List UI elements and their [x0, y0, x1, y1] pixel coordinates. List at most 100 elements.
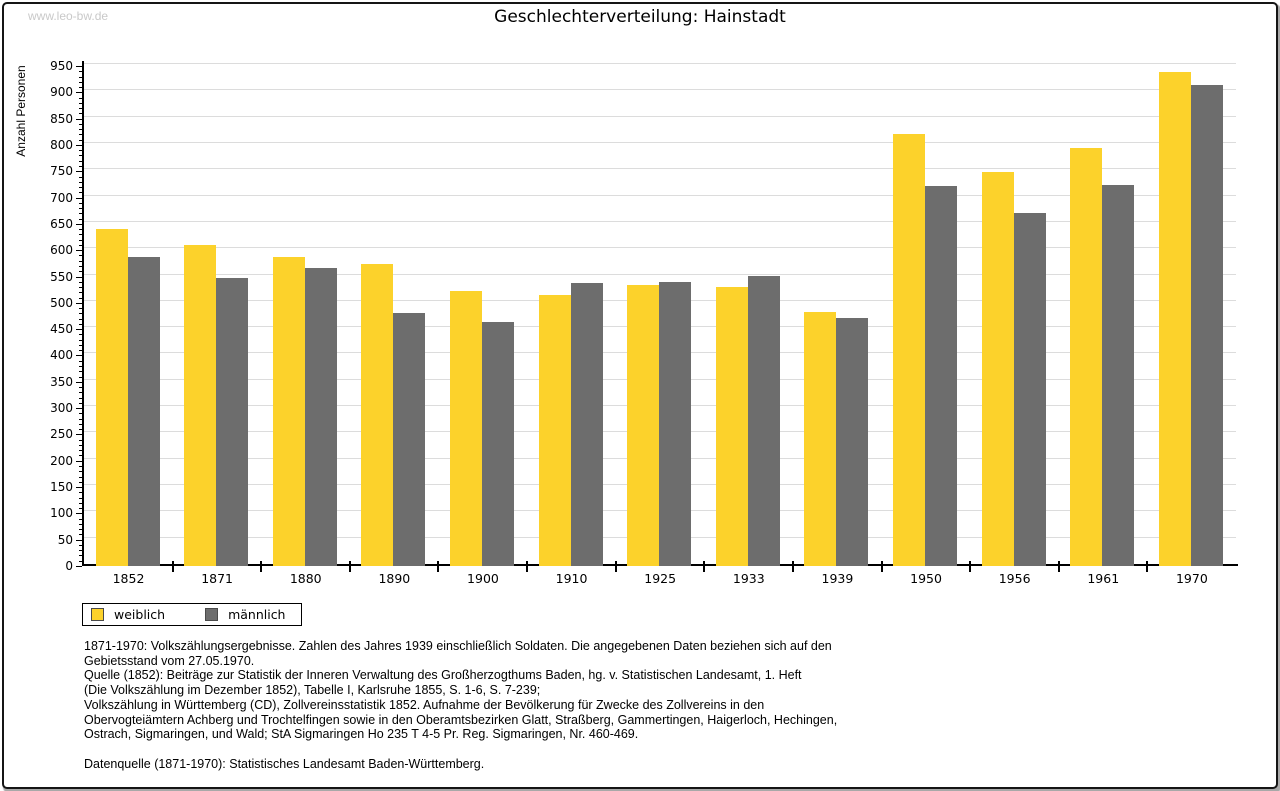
y-axis-line — [82, 61, 84, 566]
y-tick-minor — [79, 244, 82, 246]
y-tick-major — [76, 566, 82, 567]
x-boundary-tick — [880, 561, 883, 572]
y-tick-major — [76, 381, 82, 383]
y-tick-minor — [79, 81, 82, 83]
x-boundary-tick — [437, 561, 440, 572]
footnote-line: Ostrach, Sigmaringen, und Wald; StA Sigm… — [84, 727, 639, 742]
y-tick-minor — [79, 213, 82, 215]
y-tick-label: 850 — [50, 111, 73, 126]
gridline — [84, 273, 1236, 275]
y-tick-minor — [79, 481, 82, 483]
bar-männlich-1871 — [216, 277, 249, 566]
bar-männlich-1880 — [304, 268, 337, 566]
legend-item-weiblich: weiblich — [91, 607, 165, 622]
bar-männlich-1910 — [570, 283, 603, 566]
gridline — [84, 115, 1236, 117]
gridline — [84, 63, 1236, 64]
x-category-label: 1925 — [644, 571, 677, 586]
legend-label-weiblich: weiblich — [114, 607, 166, 622]
bar-männlich-1933 — [747, 276, 780, 566]
y-tick-minor — [79, 155, 82, 157]
y-tick-minor — [79, 97, 82, 99]
y-tick-minor — [79, 187, 82, 189]
y-tick-major — [76, 66, 82, 67]
x-category-label: 1871 — [201, 571, 234, 586]
y-tick-minor — [79, 455, 82, 457]
y-tick-minor — [79, 208, 82, 210]
y-tick-label: 900 — [50, 85, 73, 100]
y-tick-label: 300 — [50, 401, 73, 416]
bar-weiblich-1933 — [715, 287, 748, 566]
x-boundary-tick — [614, 561, 617, 572]
y-tick-label: 650 — [50, 216, 73, 231]
y-tick-major — [76, 408, 82, 410]
y-tick-minor — [79, 87, 82, 89]
y-tick-label: 750 — [50, 164, 73, 179]
footnote-line: Volkszählung in Württemberg (CD), Zollve… — [84, 697, 765, 712]
y-tick-minor — [79, 360, 82, 362]
y-tick-major — [76, 197, 82, 199]
y-tick-minor — [79, 71, 82, 73]
y-tick-minor — [79, 181, 82, 183]
x-boundary-tick — [526, 561, 529, 572]
y-tick-minor — [79, 160, 82, 162]
y-tick-major — [76, 144, 82, 146]
bar-männlich-1970 — [1190, 85, 1223, 566]
y-tick-major — [76, 329, 82, 331]
x-category-label: 1956 — [998, 571, 1031, 586]
gridline — [84, 220, 1236, 222]
y-tick-minor — [79, 508, 82, 510]
y-tick-major — [76, 539, 82, 541]
y-tick-minor — [79, 529, 82, 531]
legend-swatch-maennlich — [205, 608, 219, 621]
bar-weiblich-1939 — [804, 311, 837, 566]
y-tick-minor — [79, 413, 82, 415]
y-tick-minor — [79, 471, 82, 473]
x-boundary-tick — [348, 561, 351, 572]
y-tick-minor — [79, 308, 82, 310]
bar-weiblich-1871 — [184, 245, 217, 566]
y-tick-major — [76, 250, 82, 252]
y-tick-label: 400 — [50, 348, 73, 363]
y-tick-minor — [79, 392, 82, 394]
bar-männlich-1852 — [127, 256, 160, 566]
y-tick-minor — [79, 313, 82, 315]
x-boundary-tick — [260, 561, 263, 572]
y-tick-major — [76, 434, 82, 436]
y-tick-label: 800 — [50, 137, 73, 152]
y-axis-title: Anzahl Personen — [14, 65, 28, 157]
x-category-label: 1933 — [732, 571, 765, 586]
y-tick-major — [76, 276, 82, 278]
y-tick-minor — [79, 218, 82, 220]
y-tick-major — [76, 487, 82, 489]
gridline — [84, 168, 1236, 170]
y-tick-minor — [79, 523, 82, 525]
y-tick-label: 600 — [50, 243, 73, 258]
bar-weiblich-1950 — [893, 134, 926, 566]
bar-männlich-1950 — [925, 186, 958, 566]
y-tick-minor — [79, 492, 82, 494]
bar-weiblich-1956 — [981, 172, 1014, 566]
bar-weiblich-1925 — [627, 285, 660, 566]
bar-weiblich-1910 — [538, 295, 571, 566]
y-tick-minor — [79, 502, 82, 504]
y-tick-major — [76, 223, 82, 225]
y-tick-minor — [79, 102, 82, 104]
footnote-spacer — [84, 742, 1184, 757]
y-tick-major — [76, 513, 82, 515]
y-tick-label: 550 — [50, 269, 73, 284]
bar-männlich-1925 — [659, 282, 692, 566]
footnotes: 1871-1970: Volkszählungsergebnisse. Zahl… — [84, 639, 1184, 771]
x-category-label: 1880 — [289, 571, 322, 586]
legend-item-maennlich: männlich — [205, 607, 285, 622]
y-tick-minor — [79, 297, 82, 299]
y-tick-label: 950 — [50, 59, 73, 73]
y-tick-minor — [79, 323, 82, 325]
y-tick-minor — [79, 76, 82, 78]
y-tick-minor — [79, 376, 82, 378]
y-tick-minor — [79, 134, 82, 136]
y-tick-minor — [79, 255, 82, 257]
gridline — [84, 247, 1236, 249]
y-tick-minor — [79, 402, 82, 404]
